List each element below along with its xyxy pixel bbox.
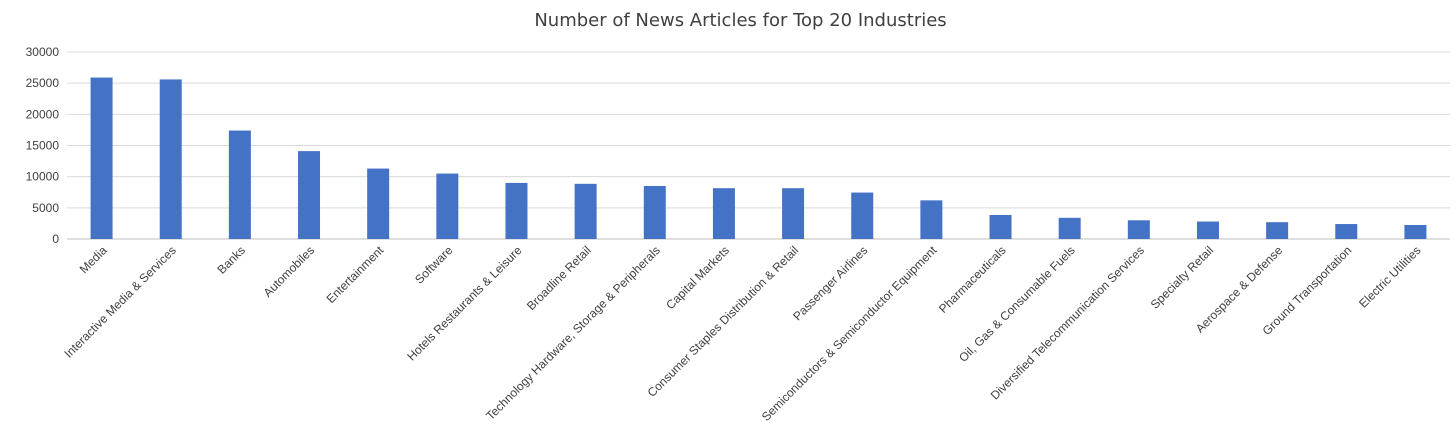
- y-tick-label: 25000: [26, 76, 60, 90]
- x-tick-label: Automobiles: [261, 243, 318, 300]
- x-tick-label: Consumer Staples Distribution & Retail: [645, 243, 802, 400]
- x-tick-label: Electric Utilities: [1356, 243, 1423, 310]
- y-tick-label: 0: [52, 232, 59, 246]
- y-tick-label: 5000: [32, 201, 59, 215]
- bar: [1058, 217, 1081, 239]
- y-tick-label: 30000: [26, 45, 60, 59]
- bar: [505, 182, 528, 239]
- x-tick-label: Diversified Telecommunication Services: [988, 243, 1147, 402]
- x-tick-label: Oil, Gas & Consumable Fuels: [956, 243, 1078, 365]
- gridlines: [67, 51, 1450, 240]
- bar: [1196, 221, 1219, 239]
- bar: [1127, 220, 1150, 239]
- bar: [159, 79, 182, 239]
- bar: [920, 200, 943, 239]
- x-tick-label: Passenger Airlines: [790, 243, 870, 323]
- y-axis: 0 5000 10000 15000 20000 25000 30000: [26, 45, 60, 246]
- bar: [1335, 224, 1358, 239]
- x-tick-label: Media: [77, 243, 110, 276]
- x-tick-label: Interactive Media & Services: [61, 243, 178, 360]
- bar: [851, 192, 874, 239]
- bar: [1404, 224, 1427, 239]
- y-tick-label: 20000: [26, 107, 60, 121]
- x-tick-label: Software: [412, 243, 456, 287]
- chart-title: Number of News Articles for Top 20 Indus…: [534, 10, 947, 31]
- x-tick-label: Banks: [215, 243, 248, 276]
- x-tick-label: Specialty Retail: [1148, 243, 1216, 311]
- y-tick-label: 15000: [26, 139, 60, 153]
- bar: [989, 215, 1012, 239]
- x-tick-label: Broadline Retail: [524, 243, 594, 313]
- bar: [574, 183, 597, 239]
- bar: [367, 168, 390, 239]
- bar: [298, 151, 321, 239]
- bar: [643, 186, 666, 239]
- bar: [436, 173, 459, 239]
- x-tick-label: Capital Markets: [663, 243, 732, 312]
- bar: [228, 130, 251, 239]
- x-tick-label: Entertainment: [324, 243, 387, 306]
- x-tick-label: Hotels Restaurants & Leisure: [404, 243, 524, 363]
- bar: [90, 77, 113, 239]
- y-tick-label: 10000: [26, 170, 60, 184]
- x-tick-label: Pharmaceuticals: [936, 243, 1009, 316]
- bar: [1266, 222, 1289, 239]
- bars: [90, 77, 1427, 239]
- bar: [712, 188, 735, 239]
- bar: [782, 188, 805, 239]
